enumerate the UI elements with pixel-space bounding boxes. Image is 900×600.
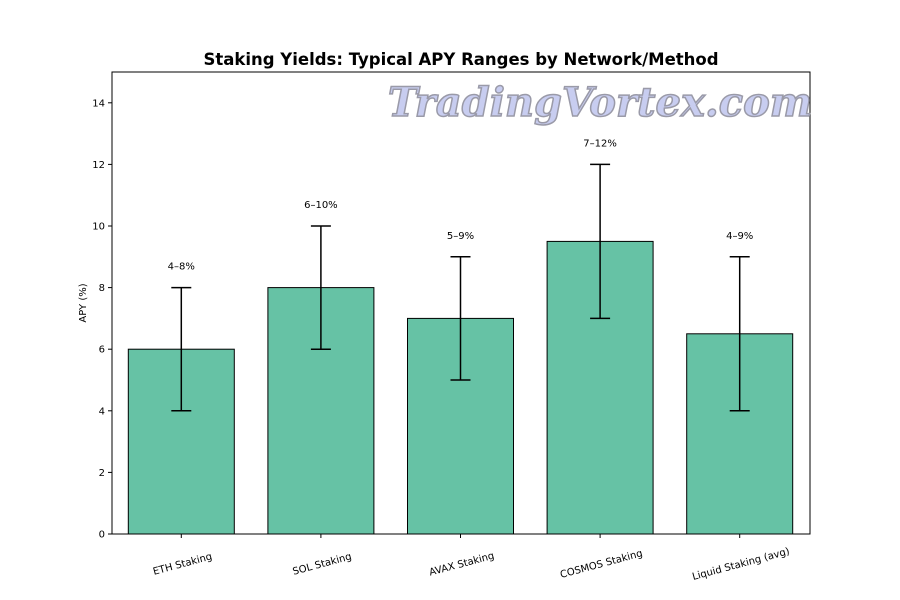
- data-label: 4–9%: [726, 231, 753, 242]
- data-label: 4–8%: [168, 262, 195, 273]
- y-tick-label: 14: [92, 98, 105, 109]
- y-tick-label: 8: [99, 283, 105, 294]
- x-tick-label: COSMOS Staking: [559, 548, 644, 581]
- y-tick-label: 12: [92, 160, 105, 171]
- y-tick-label: 4: [99, 406, 105, 417]
- y-axis-label: APY (%): [78, 283, 89, 322]
- x-tick-label: Liquid Staking (avg): [691, 546, 791, 583]
- x-tick-label: AVAX Staking: [428, 551, 496, 579]
- data-label: 6–10%: [304, 200, 338, 211]
- data-label: 5–9%: [447, 231, 474, 242]
- x-tick-label: SOL Staking: [292, 551, 353, 577]
- y-tick-label: 2: [99, 468, 105, 479]
- plot-frame: [111, 71, 811, 535]
- watermark: TradingVortex.com: [388, 79, 812, 126]
- y-tick-label: 10: [92, 222, 105, 233]
- y-tick-label: 0: [99, 530, 105, 541]
- y-tick-label: 6: [99, 345, 105, 356]
- chart-title: Staking Yields: Typical APY Ranges by Ne…: [203, 50, 718, 69]
- x-tick-label: ETH Staking: [152, 551, 214, 577]
- data-label: 7–12%: [583, 138, 617, 149]
